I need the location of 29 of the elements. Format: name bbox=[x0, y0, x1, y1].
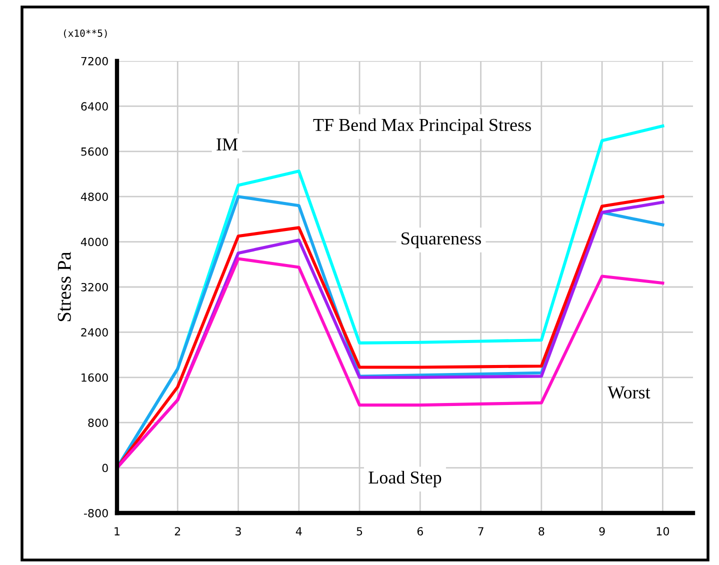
y-axis-title: Stress Pa bbox=[58, 252, 71, 322]
y-tick-label: 3200 bbox=[81, 282, 108, 292]
x-tick-label: 10 bbox=[656, 527, 670, 536]
y-tick-label: 4800 bbox=[80, 192, 108, 201]
y-tick-label: 0 bbox=[102, 464, 108, 472]
annotation: Worst bbox=[608, 386, 650, 399]
x-tick-label: 8 bbox=[538, 527, 544, 536]
y-tick-label: 6400 bbox=[81, 102, 108, 111]
y-tick-label: 4000 bbox=[80, 238, 108, 246]
y-tick-label: 800 bbox=[88, 418, 108, 427]
annotation: IM bbox=[216, 138, 238, 150]
text: TF Bend Max Principal Stress bbox=[313, 118, 531, 135]
x-tick-label: 4 bbox=[296, 527, 302, 536]
y-tick-label: 7200 bbox=[81, 56, 108, 66]
x-tick-label: 9 bbox=[599, 527, 605, 536]
y-tick-label: 5600 bbox=[81, 147, 108, 156]
text: (x10**5) bbox=[64, 29, 107, 38]
x-tick-label: 7 bbox=[478, 527, 484, 536]
y-tick-label: -800 bbox=[84, 508, 108, 518]
y-tick-label: 1600 bbox=[82, 373, 108, 382]
line-series bbox=[117, 257, 664, 470]
x-tick-label: 6 bbox=[417, 527, 423, 536]
x-tick-label: 1 bbox=[114, 527, 120, 536]
annotation: Squareness bbox=[402, 232, 481, 248]
x-tick-label: 5 bbox=[356, 527, 362, 536]
x-tick-label: 2 bbox=[174, 527, 180, 536]
x-tick-label: 3 bbox=[236, 527, 241, 536]
y-tick-label: 2400 bbox=[81, 328, 108, 337]
x-axis-title: Load Step bbox=[368, 470, 442, 488]
